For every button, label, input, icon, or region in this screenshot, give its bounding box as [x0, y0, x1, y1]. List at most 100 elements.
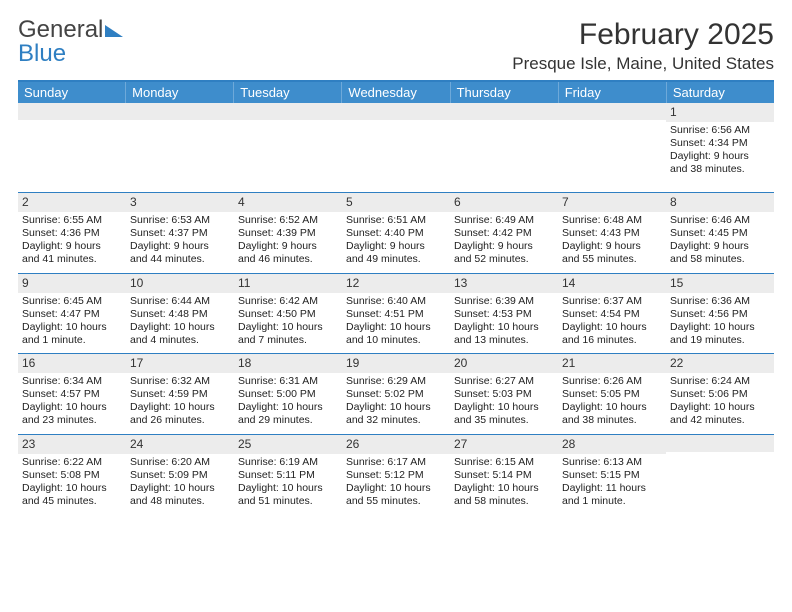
sunset-text: Sunset: 5:00 PM: [238, 388, 338, 401]
daylight-text-1: Daylight: 10 hours: [454, 482, 554, 495]
day-number: 18: [234, 354, 342, 373]
sunrise-text: Sunrise: 6:52 AM: [238, 214, 338, 227]
day-of-week-row: SundayMondayTuesdayWednesdayThursdayFrid…: [18, 82, 774, 103]
title-block: February 2025 Presque Isle, Maine, Unite…: [512, 18, 774, 74]
calendar-cell: 27Sunrise: 6:15 AMSunset: 5:14 PMDayligh…: [450, 435, 558, 524]
daylight-text-1: Daylight: 9 hours: [670, 150, 770, 163]
day-text: Sunrise: 6:20 AMSunset: 5:09 PMDaylight:…: [126, 456, 234, 515]
location: Presque Isle, Maine, United States: [512, 54, 774, 74]
sunrise-text: Sunrise: 6:44 AM: [130, 295, 230, 308]
day-text: Sunrise: 6:40 AMSunset: 4:51 PMDaylight:…: [342, 295, 450, 354]
day-text: Sunrise: 6:49 AMSunset: 4:42 PMDaylight:…: [450, 214, 558, 273]
sunrise-text: Sunrise: 6:51 AM: [346, 214, 446, 227]
calendar-cell: 15Sunrise: 6:36 AMSunset: 4:56 PMDayligh…: [666, 274, 774, 354]
day-number: 11: [234, 274, 342, 293]
day-text: [18, 122, 126, 192]
sunset-text: Sunset: 4:40 PM: [346, 227, 446, 240]
sunset-text: Sunset: 5:02 PM: [346, 388, 446, 401]
day-number: [558, 103, 666, 120]
day-text: Sunrise: 6:26 AMSunset: 5:05 PMDaylight:…: [558, 375, 666, 434]
calendar-cell: 24Sunrise: 6:20 AMSunset: 5:09 PMDayligh…: [126, 435, 234, 524]
day-text: Sunrise: 6:55 AMSunset: 4:36 PMDaylight:…: [18, 214, 126, 273]
day-number: 1: [666, 103, 774, 122]
logo: General Blue: [18, 18, 123, 66]
daylight-text-2: and 10 minutes.: [346, 334, 446, 347]
sunset-text: Sunset: 5:14 PM: [454, 469, 554, 482]
week-row: 23Sunrise: 6:22 AMSunset: 5:08 PMDayligh…: [18, 434, 774, 524]
sunrise-text: Sunrise: 6:46 AM: [670, 214, 770, 227]
daylight-text-1: Daylight: 9 hours: [346, 240, 446, 253]
daylight-text-1: Daylight: 11 hours: [562, 482, 662, 495]
sunset-text: Sunset: 4:59 PM: [130, 388, 230, 401]
calendar: SundayMondayTuesdayWednesdayThursdayFrid…: [18, 80, 774, 524]
logo-text-1: General: [18, 16, 103, 43]
daylight-text-1: Daylight: 10 hours: [562, 321, 662, 334]
sunrise-text: Sunrise: 6:24 AM: [670, 375, 770, 388]
day-number: 20: [450, 354, 558, 373]
sunrise-text: Sunrise: 6:22 AM: [22, 456, 122, 469]
day-text: Sunrise: 6:51 AMSunset: 4:40 PMDaylight:…: [342, 214, 450, 273]
daylight-text-1: Daylight: 10 hours: [562, 401, 662, 414]
calendar-cell: [126, 103, 234, 192]
day-text: Sunrise: 6:52 AMSunset: 4:39 PMDaylight:…: [234, 214, 342, 273]
daylight-text-2: and 52 minutes.: [454, 253, 554, 266]
day-text: Sunrise: 6:56 AMSunset: 4:34 PMDaylight:…: [666, 124, 774, 183]
day-text: Sunrise: 6:27 AMSunset: 5:03 PMDaylight:…: [450, 375, 558, 434]
daylight-text-2: and 16 minutes.: [562, 334, 662, 347]
sunset-text: Sunset: 4:56 PM: [670, 308, 770, 321]
day-text: Sunrise: 6:44 AMSunset: 4:48 PMDaylight:…: [126, 295, 234, 354]
day-text: Sunrise: 6:45 AMSunset: 4:47 PMDaylight:…: [18, 295, 126, 354]
sunrise-text: Sunrise: 6:34 AM: [22, 375, 122, 388]
daylight-text-2: and 48 minutes.: [130, 495, 230, 508]
calendar-cell: 9 Sunrise: 6:45 AMSunset: 4:47 PMDaylight…: [18, 274, 126, 354]
day-number: 2: [18, 193, 126, 212]
day-text: [342, 122, 450, 192]
calendar-cell: 26Sunrise: 6:17 AMSunset: 5:12 PMDayligh…: [342, 435, 450, 524]
sunrise-text: Sunrise: 6:27 AM: [454, 375, 554, 388]
daylight-text-2: and 7 minutes.: [238, 334, 338, 347]
calendar-cell: 11Sunrise: 6:42 AMSunset: 4:50 PMDayligh…: [234, 274, 342, 354]
week-row: 9 Sunrise: 6:45 AMSunset: 4:47 PMDaylight…: [18, 273, 774, 354]
daylight-text-1: Daylight: 10 hours: [130, 482, 230, 495]
daylight-text-1: Daylight: 9 hours: [670, 240, 770, 253]
day-of-week-header: Monday: [126, 82, 234, 103]
sunrise-text: Sunrise: 6:40 AM: [346, 295, 446, 308]
calendar-cell: 3Sunrise: 6:53 AMSunset: 4:37 PMDaylight…: [126, 193, 234, 273]
logo-triangle-icon: [105, 25, 123, 37]
day-text: [558, 122, 666, 192]
sunrise-text: Sunrise: 6:26 AM: [562, 375, 662, 388]
sunset-text: Sunset: 4:34 PM: [670, 137, 770, 150]
sunset-text: Sunset: 4:37 PM: [130, 227, 230, 240]
daylight-text-1: Daylight: 9 hours: [22, 240, 122, 253]
calendar-cell: 22 Sunrise: 6:24 AMSunset: 5:06 PMDayligh…: [666, 354, 774, 434]
day-number: 22: [666, 354, 774, 373]
calendar-cell: 25Sunrise: 6:19 AMSunset: 5:11 PMDayligh…: [234, 435, 342, 524]
calendar-cell: 7Sunrise: 6:48 AMSunset: 4:43 PMDaylight…: [558, 193, 666, 273]
day-number: 9: [18, 274, 126, 293]
sunrise-text: Sunrise: 6:17 AM: [346, 456, 446, 469]
calendar-cell: 17Sunrise: 6:32 AMSunset: 4:59 PMDayligh…: [126, 354, 234, 434]
day-number: [126, 103, 234, 120]
sunset-text: Sunset: 5:12 PM: [346, 469, 446, 482]
day-number: [450, 103, 558, 120]
sunrise-text: Sunrise: 6:36 AM: [670, 295, 770, 308]
daylight-text-2: and 19 minutes.: [670, 334, 770, 347]
day-text: [234, 122, 342, 192]
daylight-text-2: and 49 minutes.: [346, 253, 446, 266]
day-number: 10: [126, 274, 234, 293]
day-text: Sunrise: 6:34 AMSunset: 4:57 PMDaylight:…: [18, 375, 126, 434]
day-number: 6: [450, 193, 558, 212]
day-text: Sunrise: 6:48 AMSunset: 4:43 PMDaylight:…: [558, 214, 666, 273]
sunrise-text: Sunrise: 6:39 AM: [454, 295, 554, 308]
daylight-text-1: Daylight: 10 hours: [670, 321, 770, 334]
day-number: 12: [342, 274, 450, 293]
day-of-week-header: Friday: [559, 82, 667, 103]
daylight-text-2: and 55 minutes.: [562, 253, 662, 266]
day-number: 21: [558, 354, 666, 373]
sunset-text: Sunset: 4:39 PM: [238, 227, 338, 240]
calendar-cell: [666, 435, 774, 524]
day-text: Sunrise: 6:24 AMSunset: 5:06 PMDaylight:…: [666, 375, 774, 434]
sunset-text: Sunset: 4:45 PM: [670, 227, 770, 240]
calendar-cell: 18Sunrise: 6:31 AMSunset: 5:00 PMDayligh…: [234, 354, 342, 434]
day-text: Sunrise: 6:53 AMSunset: 4:37 PMDaylight:…: [126, 214, 234, 273]
